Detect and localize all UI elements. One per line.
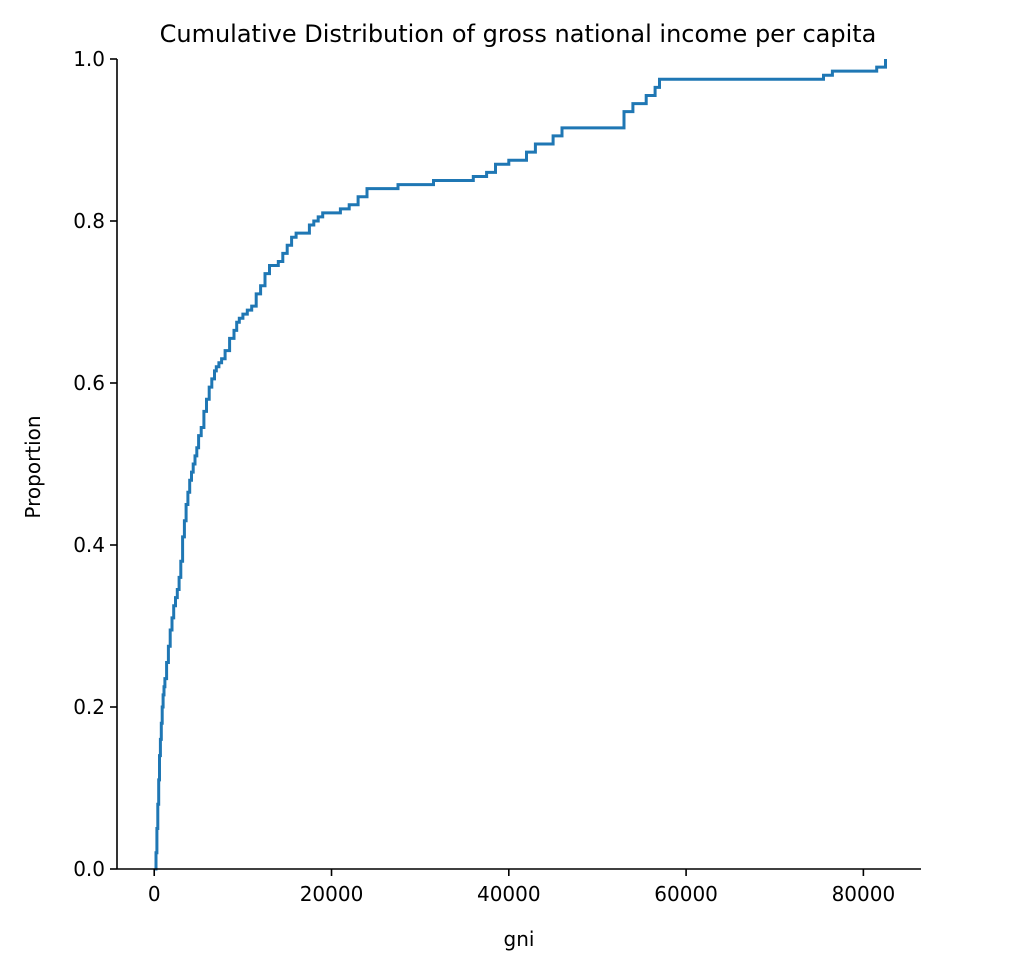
y-tick-label: 1.0 xyxy=(73,47,105,71)
y-tick-label: 0.8 xyxy=(73,209,105,233)
x-tick-label: 80000 xyxy=(832,882,896,906)
x-ticks: 0 20000 40000 60000 80000 xyxy=(148,869,895,906)
x-tick-label: 20000 xyxy=(300,882,364,906)
plot-area xyxy=(154,59,887,871)
x-axis-label: gni xyxy=(504,927,535,951)
y-tick-label: 0.2 xyxy=(73,695,105,719)
y-tick-label: 0.0 xyxy=(73,857,105,881)
y-tick-label: 0.4 xyxy=(73,533,105,557)
chart-title: Cumulative Distribution of gross nationa… xyxy=(160,20,877,48)
x-tick-label: 40000 xyxy=(477,882,541,906)
y-axis-label: Proportion xyxy=(21,415,45,518)
x-tick-label: 0 xyxy=(148,882,161,906)
ecdf-line xyxy=(154,59,887,871)
y-tick-label: 0.6 xyxy=(73,371,105,395)
x-tick-label: 60000 xyxy=(654,882,718,906)
y-ticks: 0.0 0.2 0.4 0.6 0.8 1.0 xyxy=(73,47,117,881)
